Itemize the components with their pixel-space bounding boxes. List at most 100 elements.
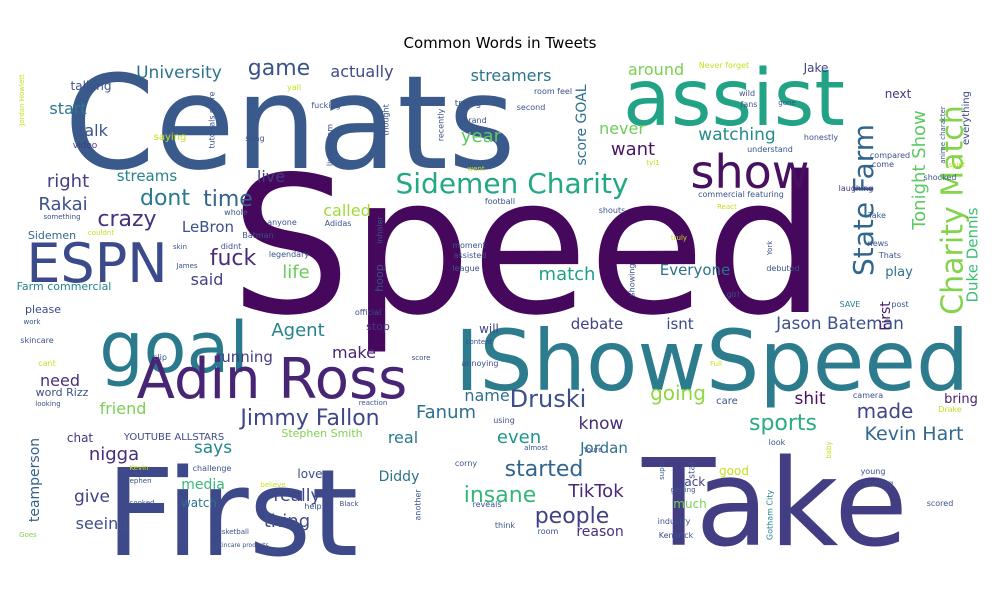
word-started: started — [505, 457, 584, 482]
word-ishowspeed: IShowSpeed — [455, 312, 970, 410]
word-rakai: Rakai — [38, 194, 87, 215]
word-first: First — [878, 301, 894, 331]
word-official: official — [355, 308, 381, 317]
word-putting: putting — [865, 479, 894, 488]
word-media: media — [181, 477, 225, 493]
word-talking: talking — [71, 79, 112, 93]
word-couldnt: couldnt — [88, 229, 114, 237]
word-football: football — [485, 197, 515, 206]
word-work: work — [24, 318, 42, 326]
word-espn: ESPN — [26, 232, 167, 295]
word-nigga: nigga — [89, 444, 139, 465]
word-goes: Goes — [19, 531, 37, 539]
word-livestream: livestream — [326, 124, 335, 166]
word-skincare: skincare — [20, 336, 54, 345]
word-jimmy-fallon: Jimmy Fallon — [238, 406, 379, 431]
chart-title: Common Words in Tweets — [403, 34, 597, 52]
word-james: James — [175, 262, 197, 270]
word-second: second — [517, 103, 546, 112]
word-give: give — [74, 487, 110, 507]
word-fucking: fucking — [311, 101, 340, 110]
word-recently: recently — [437, 108, 446, 141]
word-went: went — [467, 165, 484, 173]
word-live: live — [257, 167, 285, 186]
word-really: really — [274, 486, 321, 506]
word-fans: fans — [741, 100, 758, 109]
word-people: people — [535, 504, 610, 529]
word-diddy: Diddy — [379, 469, 420, 485]
word-tutorials-score: tutorials score — [208, 91, 217, 148]
word-watching: watching — [698, 125, 775, 145]
word-want: want — [611, 139, 655, 160]
word-state-farm: State Farm — [847, 124, 880, 276]
word-word-rizz: word Rizz — [36, 386, 89, 399]
word-full: Full — [710, 360, 722, 368]
word-year: year — [461, 126, 502, 147]
word-know: know — [579, 414, 624, 434]
word-assist: assist — [623, 54, 845, 144]
word-corny: corny — [455, 459, 478, 468]
word-room-feel: room feel — [534, 87, 572, 96]
word-chat: chat — [67, 431, 94, 445]
word-everything: everything — [961, 91, 972, 145]
word-charity-match: Charity Match — [936, 105, 971, 315]
word-never: never — [599, 119, 645, 138]
word-baby: baby — [825, 441, 833, 458]
word-reaction: reaction — [359, 399, 388, 407]
word-kevin: Kevin — [129, 464, 148, 472]
word-name: name — [464, 386, 509, 405]
word-jason-bateman: Jason Bateman — [775, 314, 904, 334]
word-looking: looking — [35, 400, 60, 408]
word-moment: moment — [452, 241, 486, 250]
word-teamperson: teamperson — [27, 438, 43, 522]
word-girl: girl — [727, 290, 740, 299]
word-stop: stop — [366, 320, 390, 333]
word-kendrick: Kendrick — [659, 531, 694, 540]
word-skincare-products: skincare products — [215, 542, 268, 549]
word-friend: friend — [100, 399, 147, 418]
word-goal: goal — [99, 307, 249, 389]
word-room: room — [538, 527, 559, 536]
word-industry: industry — [658, 517, 691, 526]
word-much: much — [673, 497, 707, 511]
word-reason: reason — [576, 524, 623, 540]
word-debuted: debuted — [766, 264, 799, 273]
word-next: next — [885, 87, 912, 101]
word-called: called — [323, 201, 371, 220]
word-react: React — [717, 203, 737, 211]
word-stephen-smith: Stephen Smith — [281, 427, 362, 440]
word-gone: gone — [778, 99, 795, 107]
word-york: York — [766, 240, 774, 257]
word-believe: believe — [260, 481, 285, 489]
word-camera: camera — [853, 391, 883, 400]
word-skin: skin — [173, 243, 187, 251]
word-sidemen: Sidemen — [28, 229, 76, 242]
word-streams: streams — [117, 167, 178, 185]
word-right: right — [47, 171, 89, 192]
word-tyl1: tyl1 — [646, 159, 659, 167]
word-star: star — [688, 461, 698, 479]
word-laughing: laughing — [839, 184, 874, 193]
word-drake: Drake — [938, 405, 962, 414]
word-showing: showing — [628, 263, 637, 296]
word-challenge: challenge — [193, 464, 232, 473]
word-black: Black — [340, 500, 360, 508]
word-says: says — [194, 438, 232, 458]
word-agent: Agent — [271, 320, 324, 341]
word-back: back — [677, 475, 706, 489]
word-scored: scored — [927, 499, 954, 508]
word-cooked: cooked — [130, 499, 155, 507]
word-going: going — [650, 381, 706, 405]
word-sidemen-charity: Sidemen Charity — [396, 167, 629, 200]
word-league: league — [452, 264, 479, 273]
word-anyone: anyone — [267, 218, 297, 227]
word-clip: clip — [153, 353, 167, 362]
word-almost: almost — [524, 444, 548, 452]
word-jordan: Jordan — [579, 439, 628, 457]
word-take: Take — [867, 211, 886, 220]
word-trying: trying — [455, 99, 481, 109]
word-saying: saying — [154, 132, 187, 143]
word-never-forget: Never forget — [699, 61, 749, 70]
word-getting: getting — [670, 486, 695, 494]
